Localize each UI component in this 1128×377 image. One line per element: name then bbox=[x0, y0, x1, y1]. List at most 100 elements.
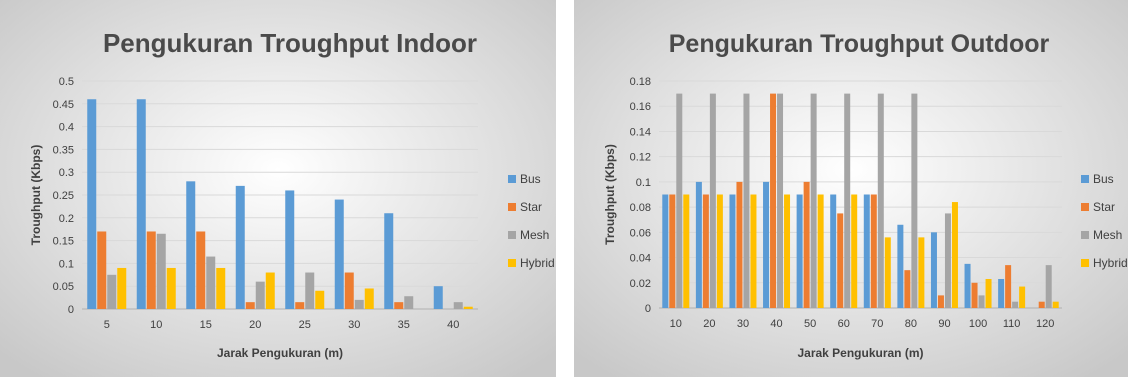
chart-1-bar-mesh bbox=[944, 213, 951, 308]
chart-1-legend-swatch-mesh bbox=[1081, 231, 1089, 239]
chart-0-y-tick-label: 0.35 bbox=[53, 144, 74, 156]
chart-1-bar-bus bbox=[695, 181, 702, 308]
chart-1-legend-label-mesh: Mesh bbox=[1093, 228, 1122, 242]
chart-1-bar-star bbox=[870, 194, 877, 308]
chart-0-bar-bus bbox=[433, 286, 443, 309]
indoor-chart-panel: Pengukuran Troughput Indoor 0 0.05 0.1 0.15 0… bbox=[0, 0, 556, 377]
chart-0-y-tick-label: 0 bbox=[68, 304, 74, 316]
chart-0-bar-star bbox=[97, 231, 107, 309]
chart-0-bar-mesh bbox=[107, 274, 117, 309]
chart-1-bar-star bbox=[837, 213, 844, 308]
chart-0-bar-star bbox=[394, 302, 404, 309]
chart-1-bar-star bbox=[937, 295, 944, 308]
chart-1-bar-hybrid bbox=[817, 194, 824, 308]
chart-1-bar-hybrid bbox=[985, 278, 992, 308]
chart-0-x-tick-label: 25 bbox=[299, 319, 311, 331]
chart-1-y-tick-label: 0 bbox=[645, 303, 651, 315]
chart-0-bar-bus bbox=[285, 190, 295, 309]
chart-1-bar-hybrid bbox=[683, 194, 690, 308]
chart-1-x-tick-label: 100 bbox=[969, 318, 987, 330]
chart-1-legend-label-hybrid: Hybrid bbox=[1093, 256, 1128, 270]
chart-1-x-tick-label: 50 bbox=[804, 318, 816, 330]
chart-1-bar-bus bbox=[930, 232, 937, 308]
chart-1-bar-bus bbox=[763, 181, 770, 308]
chart-1-bar-star bbox=[1038, 301, 1045, 308]
chart-1-bar-mesh bbox=[911, 93, 918, 308]
chart-1-y-axis-title: Troughput (Kbps) bbox=[603, 144, 617, 245]
chart-0-bar-bus bbox=[235, 185, 245, 309]
outdoor-chart: Pengukuran Troughput Outdoor 0 0.02 0.04 0.0… bbox=[574, 0, 1128, 377]
chart-1-x-tick-label: 20 bbox=[703, 318, 715, 330]
chart-0-x-tick-label: 30 bbox=[348, 319, 360, 331]
chart-0-y-tick-label: 0.4 bbox=[59, 122, 74, 134]
chart-1-bar-bus bbox=[964, 263, 971, 308]
chart-1-x-tick-label: 40 bbox=[770, 318, 782, 330]
chart-0-bar-bus bbox=[136, 99, 146, 310]
chart-1-bar-star bbox=[702, 194, 709, 308]
chart-1-legend-label-star: Star bbox=[1093, 200, 1115, 214]
chart-0-x-tick-label: 15 bbox=[200, 319, 212, 331]
chart-1-bar-hybrid bbox=[750, 194, 757, 308]
chart-1-bar-hybrid bbox=[884, 237, 891, 308]
chart-0-bar-mesh bbox=[404, 296, 414, 309]
chart-0-bar-star bbox=[344, 272, 354, 309]
chart-0-y-tick-label: 0.2 bbox=[59, 213, 74, 225]
chart-1-bar-bus bbox=[998, 278, 1005, 308]
chart-1-bar-star bbox=[669, 194, 676, 308]
chart-1-x-tick-label: 110 bbox=[1003, 318, 1021, 330]
chart-0-bar-mesh bbox=[255, 281, 265, 309]
indoor-chart: Pengukuran Troughput Indoor 0 0.05 0.1 0.15 0… bbox=[0, 0, 556, 377]
chart-0-bar-mesh bbox=[206, 256, 216, 309]
chart-1-legend-label-bus: Bus bbox=[1093, 172, 1114, 186]
chart-1-bar-mesh bbox=[777, 93, 784, 308]
chart-0-bar-star bbox=[245, 302, 255, 309]
chart-0-bar-bus bbox=[87, 99, 97, 310]
chart-1-legend-swatch-star bbox=[1081, 203, 1089, 211]
chart-0-y-tick-label: 0.5 bbox=[59, 76, 74, 88]
chart-1-y-tick-label: 0.06 bbox=[630, 227, 651, 239]
chart-1-bar-bus bbox=[863, 194, 870, 308]
chart-0-legend-swatch-hybrid bbox=[508, 259, 516, 267]
chart-1-x-tick-label: 70 bbox=[871, 318, 883, 330]
chart-0-legend-swatch-bus bbox=[508, 175, 516, 183]
chart-1-bar-star bbox=[904, 270, 911, 308]
chart-1-bar-mesh bbox=[810, 93, 817, 308]
chart-0-bar-star bbox=[196, 231, 206, 309]
chart-1-x-axis-title: Jarak Pengukuran (m) bbox=[797, 346, 923, 360]
chart-0-bar-hybrid bbox=[265, 272, 275, 309]
chart-1-bar-mesh bbox=[844, 93, 851, 308]
chart-0-legend-label-bus: Bus bbox=[520, 172, 541, 186]
chart-0-y-tick-label: 0.25 bbox=[53, 190, 74, 202]
chart-1-bar-star bbox=[770, 93, 777, 308]
chart-1-bar-mesh bbox=[1045, 265, 1052, 308]
chart-0-bar-hybrid bbox=[216, 267, 226, 309]
chart-0-title: Pengukuran Troughput Indoor bbox=[103, 28, 477, 58]
chart-1-bar-mesh bbox=[676, 93, 683, 308]
chart-0-x-tick-label: 10 bbox=[150, 319, 162, 331]
chart-0-bar-mesh bbox=[305, 272, 315, 309]
chart-0-bar-hybrid bbox=[364, 288, 374, 309]
chart-0-bar-mesh bbox=[354, 299, 364, 309]
chart-1-x-tick-label: 80 bbox=[905, 318, 917, 330]
chart-1-x-tick-label: 120 bbox=[1036, 318, 1054, 330]
chart-0-legend-label-star: Star bbox=[520, 200, 542, 214]
chart-0-bar-hybrid bbox=[463, 306, 473, 309]
chart-0-legend-swatch-mesh bbox=[508, 231, 516, 239]
chart-0-legend-label-mesh: Mesh bbox=[520, 228, 549, 242]
chart-1-bar-mesh bbox=[709, 93, 716, 308]
chart-1-bar-hybrid bbox=[851, 194, 858, 308]
chart-0-y-tick-label: 0.15 bbox=[53, 236, 74, 248]
chart-1-bar-star bbox=[1005, 265, 1012, 308]
chart-1-x-tick-label: 90 bbox=[938, 318, 950, 330]
chart-1-y-tick-label: 0.08 bbox=[630, 202, 651, 214]
chart-1-x-tick-label: 60 bbox=[838, 318, 850, 330]
chart-0-bar-hybrid bbox=[166, 267, 176, 309]
chart-0-x-tick-label: 35 bbox=[398, 319, 410, 331]
chart-1-y-tick-label: 0.04 bbox=[630, 253, 651, 265]
chart-1-y-tick-label: 0.16 bbox=[630, 101, 651, 113]
chart-0-bar-mesh bbox=[453, 302, 463, 309]
chart-0-y-tick-label: 0.3 bbox=[59, 167, 74, 179]
chart-0-x-axis-title: Jarak Pengukuran (m) bbox=[217, 346, 343, 360]
chart-0-y-axis-title: Troughput (Kbps) bbox=[29, 145, 43, 246]
chart-0-bar-star bbox=[295, 302, 305, 309]
